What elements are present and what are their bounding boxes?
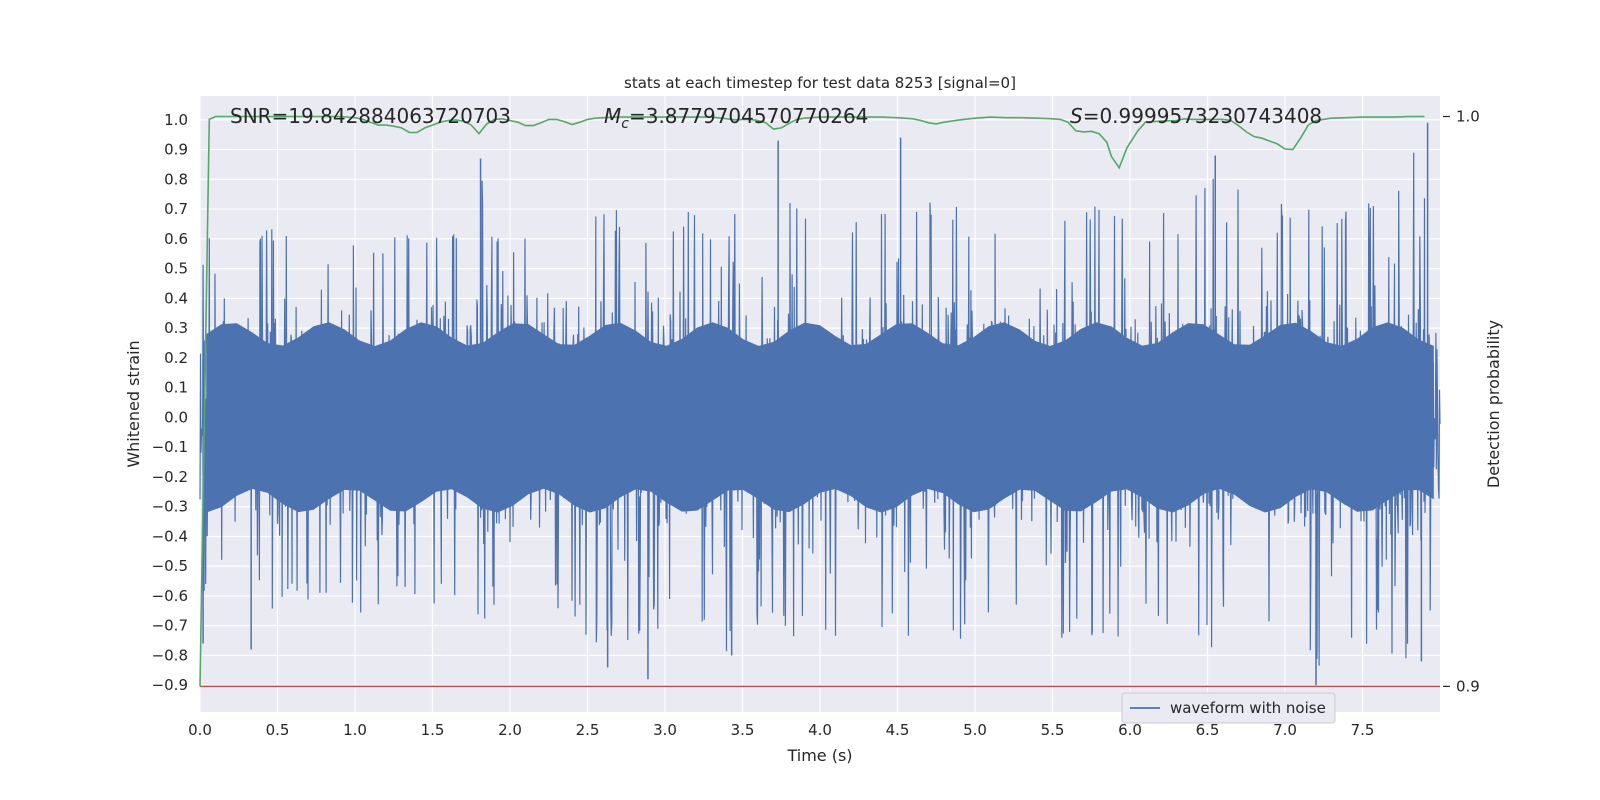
annotation-mc-value: =3.8779704570770264 xyxy=(629,104,868,128)
x-tick-label: 0.5 xyxy=(266,721,290,739)
annotation-mc-subscript: c xyxy=(621,116,629,132)
y-tick-label: −0.1 xyxy=(152,438,188,456)
x-tick-label: 4.5 xyxy=(886,721,910,739)
y-tick-label: −0.9 xyxy=(152,676,188,694)
y-tick-label: −0.3 xyxy=(152,498,188,516)
x-tick-label: 3.0 xyxy=(653,721,677,739)
y-tick-label: 0.2 xyxy=(164,349,188,367)
y2-tick-label: 1.0 xyxy=(1456,108,1480,126)
y2-tick-label: 0.9 xyxy=(1456,677,1480,695)
y2-axis-label: Detection probability xyxy=(1484,320,1503,488)
y-tick-label: 0.6 xyxy=(164,230,188,248)
annotation-snr: SNR=19.842884063720703 xyxy=(230,104,511,128)
x-tick-label: 7.0 xyxy=(1273,721,1297,739)
waveform-series xyxy=(199,122,1441,686)
x-tick-label: 1.0 xyxy=(343,721,367,739)
annotation-mc-symbol: M xyxy=(604,104,621,128)
y-tick-label: 0.3 xyxy=(164,319,188,337)
annotation-s-symbol: S xyxy=(1070,104,1083,128)
overlay-series xyxy=(199,115,1440,688)
x-axis-label: Time (s) xyxy=(786,746,852,765)
x-tick-label: 0.0 xyxy=(188,721,212,739)
legend: waveform with noise xyxy=(1121,692,1336,724)
y-tick-label: −0.8 xyxy=(152,646,188,664)
detection-probability-line xyxy=(199,115,1425,687)
waveform-dense-band xyxy=(206,322,1434,513)
y-tick-label: −0.6 xyxy=(152,587,188,605)
y-tick-label: −0.2 xyxy=(152,468,188,486)
x-tick-label: 2.5 xyxy=(576,721,600,739)
y-tick-label: 0.1 xyxy=(164,379,188,397)
y-tick-label: 0.4 xyxy=(164,289,188,307)
x-tick-label: 2.0 xyxy=(498,721,522,739)
y-tick-label: −0.7 xyxy=(152,617,188,635)
chart-title: stats at each timestep for test data 825… xyxy=(624,74,1016,92)
legend-label: waveform with noise xyxy=(1170,699,1326,717)
x-tick-label: 4.0 xyxy=(808,721,832,739)
y-tick-label: −0.5 xyxy=(152,557,188,575)
x-tick-label: 1.5 xyxy=(421,721,445,739)
x-tick-label: 5.0 xyxy=(963,721,987,739)
x-tick-label: 6.0 xyxy=(1118,721,1142,739)
y-tick-label: 0.9 xyxy=(164,141,188,159)
x-tick-label: 3.5 xyxy=(731,721,755,739)
y-tick-label: 1.0 xyxy=(164,111,188,129)
y-axis-label: Whitened strain xyxy=(124,340,143,467)
legend-box xyxy=(1121,692,1336,724)
annotation-s: S=0.9999573230743408 xyxy=(1070,104,1322,128)
annotation-mc: Mc=3.8779704570770264 xyxy=(604,104,868,132)
x-tick-label: 5.5 xyxy=(1041,721,1065,739)
x-tick-label: 7.5 xyxy=(1351,721,1375,739)
y-tick-label: 0.8 xyxy=(164,170,188,188)
y-tick-label: 0.5 xyxy=(164,260,188,278)
y-tick-label: 0.7 xyxy=(164,200,188,218)
x-tick-label: 6.5 xyxy=(1196,721,1220,739)
y-tick-label: 0.0 xyxy=(164,408,188,426)
y-tick-label: −0.4 xyxy=(152,527,188,545)
annotation-s-value: =0.9999573230743408 xyxy=(1083,104,1322,128)
axes: 0.0 0.5 1.0 1.5 2.0 2.5 3.0 3.5 4.0 4.5 5.0 5.5 6.0 6… xyxy=(152,108,1480,739)
